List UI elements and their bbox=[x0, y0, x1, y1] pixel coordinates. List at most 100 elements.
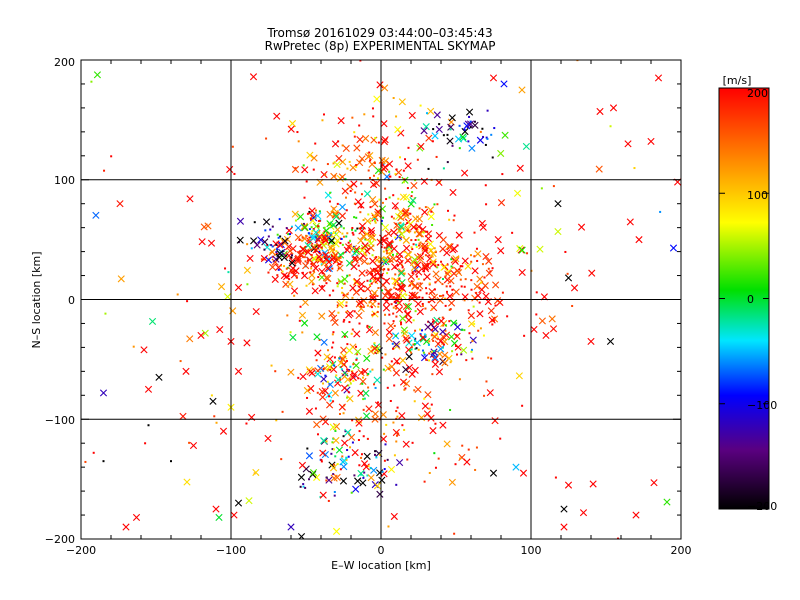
data-point-dot bbox=[320, 246, 323, 249]
data-point-dot bbox=[428, 407, 431, 410]
data-point-dot bbox=[369, 176, 372, 179]
data-point-dot bbox=[349, 378, 352, 381]
data-point-x bbox=[200, 223, 208, 231]
data-point-dot bbox=[486, 109, 489, 112]
data-point-dot bbox=[362, 476, 365, 479]
data-point-dot bbox=[366, 474, 369, 477]
data-point-dot bbox=[400, 321, 403, 324]
data-point-x bbox=[491, 417, 499, 425]
data-point-dot bbox=[352, 379, 355, 382]
data-point-x bbox=[369, 233, 377, 242]
data-point-x bbox=[402, 365, 410, 374]
data-point-dot bbox=[369, 220, 372, 223]
data-point-dot bbox=[365, 271, 368, 274]
data-point-x bbox=[347, 433, 356, 441]
data-point-x bbox=[357, 285, 365, 293]
data-point-dot bbox=[311, 230, 314, 233]
data-point-dot bbox=[312, 227, 315, 230]
data-point-x bbox=[420, 177, 428, 185]
data-point-x bbox=[459, 135, 468, 143]
data-point-x bbox=[308, 369, 316, 377]
data-point-dot bbox=[458, 268, 461, 271]
data-point-dot bbox=[429, 248, 432, 251]
data-point-dot bbox=[322, 113, 325, 116]
data-point-dot bbox=[332, 400, 335, 403]
data-point-dot bbox=[487, 267, 490, 270]
data-point-dot bbox=[417, 348, 420, 351]
data-point-dot bbox=[368, 228, 371, 231]
data-point-x bbox=[367, 347, 375, 355]
data-point-dot bbox=[419, 333, 422, 336]
data-point-x bbox=[144, 385, 153, 393]
data-point-dot bbox=[263, 248, 266, 251]
data-point-dot bbox=[299, 250, 302, 253]
data-point-dot bbox=[369, 206, 372, 209]
x-tick-label: 100 bbox=[521, 544, 542, 557]
data-point-x bbox=[380, 138, 389, 146]
data-point-x bbox=[381, 84, 389, 92]
data-point-dot bbox=[339, 378, 342, 381]
data-point-dot bbox=[423, 353, 426, 356]
data-point-dot bbox=[393, 286, 396, 289]
data-point-x bbox=[402, 302, 410, 311]
data-point-x bbox=[449, 188, 457, 197]
data-point-dot bbox=[428, 471, 431, 474]
data-point-dot bbox=[353, 131, 356, 134]
data-point-x bbox=[451, 257, 459, 266]
data-point-x bbox=[92, 211, 100, 219]
data-point-dot bbox=[479, 327, 482, 330]
data-point-dot bbox=[425, 358, 428, 361]
data-point-x bbox=[313, 473, 321, 482]
data-point-dot bbox=[293, 294, 296, 297]
data-point-x bbox=[350, 370, 359, 378]
data-point-dot bbox=[432, 320, 435, 323]
data-point-dot bbox=[394, 207, 397, 210]
data-point-x bbox=[417, 414, 426, 422]
data-point-x bbox=[281, 239, 289, 247]
data-point-x bbox=[515, 372, 523, 380]
data-point-x bbox=[411, 291, 419, 299]
data-point-x bbox=[331, 251, 339, 259]
data-point-dot bbox=[425, 112, 428, 115]
data-point-x bbox=[352, 485, 360, 493]
data-point-dot bbox=[428, 352, 431, 355]
data-point-x bbox=[216, 325, 224, 334]
data-point-dot bbox=[481, 263, 484, 266]
data-point-dot bbox=[314, 250, 317, 253]
data-point-x bbox=[489, 469, 498, 477]
data-point-dot bbox=[433, 247, 436, 250]
data-point-dot bbox=[361, 382, 364, 385]
data-point-dot bbox=[473, 231, 476, 234]
data-point-dot bbox=[404, 158, 407, 161]
data-point-dot bbox=[485, 203, 488, 206]
data-point-dot bbox=[332, 473, 335, 476]
data-point-dot bbox=[404, 310, 407, 313]
x-tick-label: 200 bbox=[671, 544, 692, 557]
data-point-x bbox=[318, 388, 326, 396]
data-point-dot bbox=[381, 201, 384, 204]
data-point-dot bbox=[470, 288, 473, 291]
data-point-dot bbox=[330, 235, 333, 238]
data-point-x bbox=[326, 401, 334, 409]
data-point-dot bbox=[395, 434, 398, 437]
data-point-dot bbox=[442, 324, 445, 327]
data-point-x bbox=[320, 338, 328, 346]
data-point-dot bbox=[410, 246, 413, 249]
data-point-dot bbox=[414, 310, 417, 313]
data-point-dot bbox=[276, 274, 279, 277]
data-point-x bbox=[404, 302, 413, 311]
data-point-x bbox=[338, 212, 347, 220]
data-point-x bbox=[275, 253, 283, 261]
data-point-dot bbox=[387, 268, 390, 271]
x-tick-label: −200 bbox=[66, 544, 96, 557]
data-point-x bbox=[358, 155, 366, 163]
data-point-dot bbox=[346, 368, 349, 371]
data-point-x bbox=[398, 230, 406, 238]
data-point-x bbox=[297, 473, 306, 481]
data-point-x bbox=[663, 498, 671, 506]
data-point-dot bbox=[374, 221, 377, 224]
data-point-dot bbox=[388, 170, 391, 173]
data-point-dot bbox=[329, 399, 332, 402]
data-point-x bbox=[306, 151, 314, 159]
data-point-dot bbox=[467, 309, 470, 312]
